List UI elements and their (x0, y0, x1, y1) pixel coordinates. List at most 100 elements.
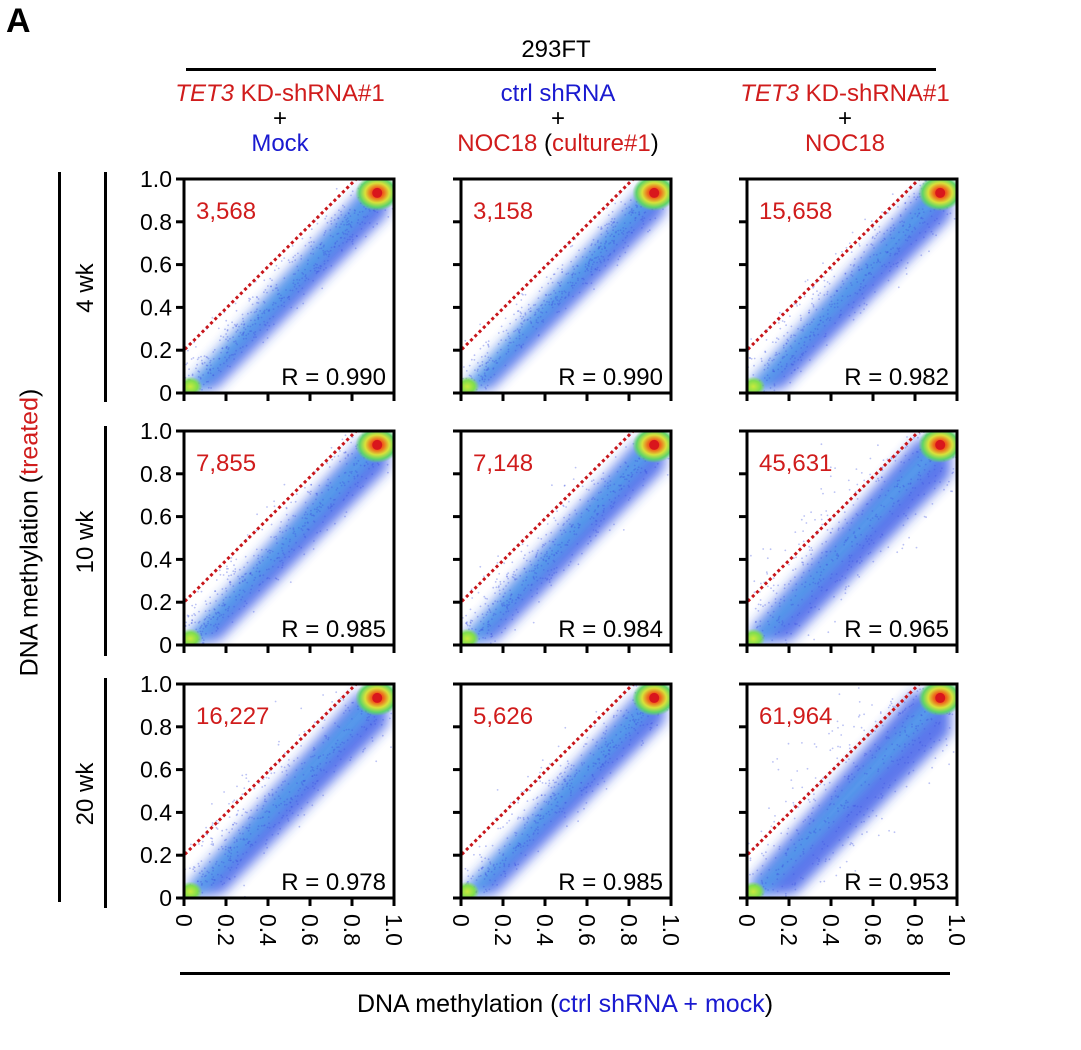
point (863, 754, 866, 757)
point (872, 560, 875, 563)
point (859, 544, 861, 546)
point (215, 600, 217, 602)
point (493, 868, 496, 871)
point (514, 574, 517, 576)
point (227, 339, 230, 342)
point (636, 206, 638, 209)
point (561, 775, 563, 778)
point (622, 529, 625, 531)
point (790, 336, 792, 339)
point (479, 323, 481, 326)
point (355, 462, 358, 465)
point (313, 787, 316, 790)
point (852, 301, 855, 304)
point (852, 532, 855, 535)
point (228, 859, 230, 861)
point (545, 533, 548, 536)
point (821, 543, 824, 545)
point (919, 478, 922, 481)
point (244, 600, 247, 603)
point (614, 491, 616, 494)
point (229, 847, 232, 850)
point (900, 476, 903, 478)
point (241, 774, 244, 777)
point (335, 187, 338, 190)
panel-density (747, 179, 957, 393)
point (310, 252, 312, 255)
point (589, 505, 591, 507)
point (840, 309, 842, 312)
point (603, 518, 605, 520)
point (246, 561, 249, 564)
point (843, 775, 846, 778)
point (769, 387, 772, 389)
point (250, 311, 253, 314)
point (814, 518, 816, 521)
point (598, 246, 600, 248)
point (584, 282, 587, 285)
point (841, 295, 844, 297)
point (568, 513, 571, 516)
point (629, 211, 631, 213)
point (202, 374, 205, 376)
point (920, 714, 923, 716)
point (593, 288, 595, 290)
hotspot-low (747, 881, 766, 898)
point (368, 467, 370, 470)
point (834, 580, 837, 583)
point (620, 201, 622, 203)
point (477, 632, 480, 635)
point (589, 540, 592, 542)
point (313, 508, 316, 511)
point (917, 214, 919, 217)
point (489, 863, 492, 865)
point (498, 849, 501, 851)
point (822, 568, 825, 571)
point (336, 487, 339, 489)
point (510, 593, 513, 596)
point (890, 497, 892, 499)
point (783, 873, 785, 876)
point (865, 263, 867, 266)
point (316, 531, 318, 534)
point (346, 221, 349, 223)
point (905, 489, 908, 491)
point (605, 240, 607, 243)
point (763, 377, 766, 379)
point (301, 287, 304, 290)
point (613, 501, 616, 504)
point (809, 817, 812, 820)
point (539, 315, 542, 318)
point (216, 627, 219, 630)
point (198, 872, 201, 874)
point (312, 253, 315, 255)
point (866, 503, 869, 505)
point (514, 329, 517, 332)
point (544, 794, 546, 797)
point (760, 879, 763, 882)
point (524, 293, 527, 296)
point (538, 601, 540, 603)
point (471, 875, 474, 878)
point (612, 490, 614, 493)
point (201, 362, 204, 364)
point (593, 250, 596, 253)
point (266, 577, 268, 580)
point (343, 748, 346, 751)
point (300, 745, 302, 747)
point (326, 250, 329, 252)
point (854, 292, 857, 294)
point (540, 766, 543, 769)
point (627, 711, 630, 714)
point (349, 225, 352, 228)
point (848, 744, 851, 746)
point (824, 820, 827, 823)
point (292, 514, 295, 517)
point (907, 715, 909, 717)
point (908, 223, 911, 226)
point (896, 261, 899, 264)
point (225, 596, 227, 599)
point (325, 762, 328, 764)
point (765, 858, 767, 860)
point (224, 839, 226, 842)
